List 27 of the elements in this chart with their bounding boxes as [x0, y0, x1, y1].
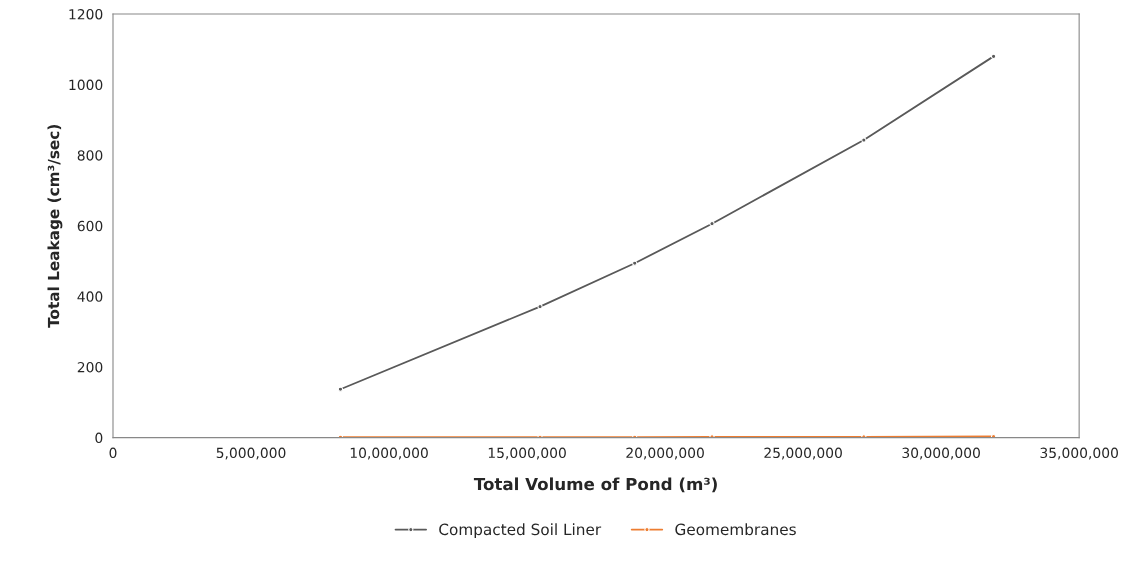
y-axis-title: Total Leakage (cm³/sec) — [47, 124, 63, 328]
point — [337, 386, 344, 392]
point — [537, 304, 543, 310]
point — [709, 434, 715, 438]
x-tick-label: 30,000,000 — [902, 447, 980, 460]
y-tick-label: 400 — [77, 291, 103, 302]
y-tick-label: 800 — [77, 150, 103, 161]
point — [709, 221, 715, 227]
point — [861, 137, 867, 143]
x-tick-label: 35,000,000 — [1040, 447, 1118, 460]
point — [990, 433, 997, 438]
y-tick-label: 1200 — [69, 8, 103, 20]
x-tick-label: 5,000,000 — [216, 447, 286, 460]
y-tick-label: 600 — [77, 220, 103, 232]
legend-label: Compacted Soil Liner — [439, 523, 602, 539]
x-tick-label: 25,000,000 — [764, 447, 842, 460]
y-tick-label: 0 — [95, 432, 103, 444]
y-tick-label: 200 — [77, 361, 103, 373]
x-tick-label: 10,000,000 — [350, 447, 428, 460]
legend-label: Geomembranes — [675, 523, 796, 536]
x-axis-title: Total Volume of Pond (m³) — [473, 477, 717, 493]
x-tick-label: 0 — [109, 447, 117, 459]
y-tick-label: 1000 — [69, 79, 103, 91]
point — [632, 260, 638, 266]
x-tick-label: 20,000,000 — [626, 447, 704, 460]
point — [990, 53, 997, 59]
x-tick-label: 15,000,000 — [488, 447, 566, 460]
